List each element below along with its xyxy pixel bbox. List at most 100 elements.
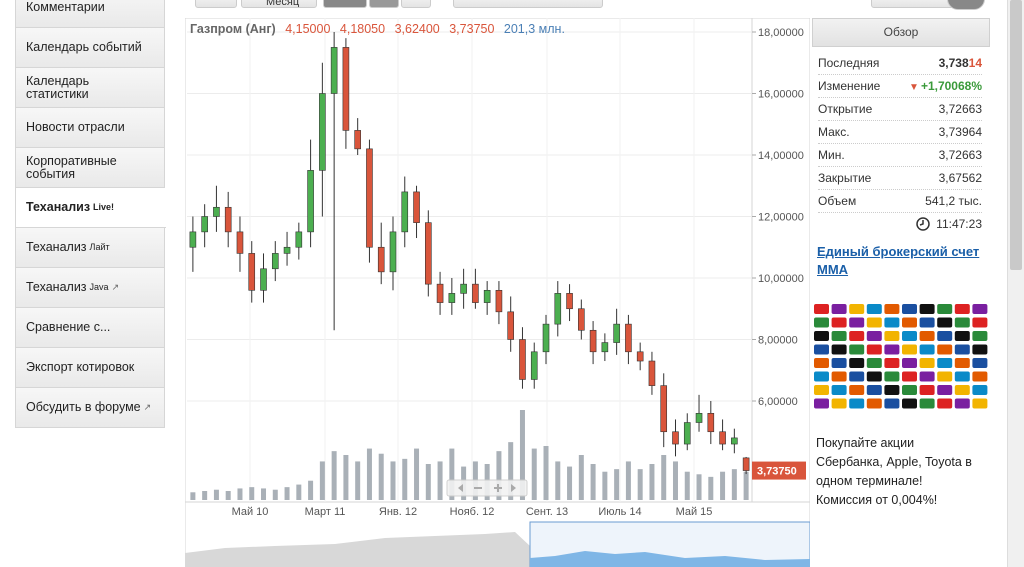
logo-tile — [902, 331, 917, 341]
overview-row: Закрытие 3,67562 — [818, 167, 982, 190]
change-arrow: ▼ — [909, 82, 919, 93]
logo-tile — [972, 304, 988, 314]
promo-link[interactable]: Единый брокерский счет ММА — [817, 244, 980, 277]
time-value: 11:47:23 — [936, 217, 982, 231]
volume-bar — [531, 448, 537, 500]
candle-body — [707, 412, 715, 433]
logo-tile — [814, 398, 829, 409]
volume-bar — [649, 464, 655, 500]
menu-item[interactable]: Теханализ Java ↗ — [15, 268, 165, 308]
logo-tile — [919, 331, 935, 341]
menu-label: Комментарии — [26, 0, 105, 14]
candle-body — [507, 311, 514, 340]
candle-body — [495, 289, 503, 313]
row-value-wrap: 3,73964 — [939, 121, 982, 143]
menu-item[interactable]: Календарь событий — [15, 28, 165, 68]
x-tick-label: Май 15 — [676, 506, 713, 518]
navigator-window-area — [530, 551, 810, 567]
menu-badge: Live! — [93, 202, 115, 212]
overview-row: Объем 541,2 тыс. — [818, 190, 982, 213]
menu-label: Теханализ — [26, 280, 87, 294]
candle-body — [271, 253, 279, 270]
toolbar-button[interactable] — [369, 0, 399, 8]
candle-body — [589, 329, 597, 353]
logo-tile — [814, 385, 829, 395]
logo-tile — [849, 371, 865, 382]
menu-item[interactable]: Комментарии — [15, 0, 165, 28]
volume-bar — [319, 461, 325, 500]
logo-tile — [814, 304, 829, 314]
overview-row: Открытие 3,72663 — [818, 98, 982, 121]
candle-body — [530, 351, 538, 380]
row-value: +1,70068% — [920, 79, 982, 93]
row-value: 541,2 тыс. — [925, 194, 982, 208]
menu-badge: Лайт — [89, 242, 110, 252]
toolbar-button[interactable] — [947, 0, 985, 10]
row-label: Последняя — [818, 56, 880, 70]
candle-body — [354, 130, 361, 150]
toolbar-button[interactable] — [323, 0, 367, 8]
side-menu: Комментарии Календарь событий Календарь ст… — [15, 0, 166, 428]
logo-tile — [919, 317, 935, 328]
menu-item[interactable]: Обсудить в форуме ↗ — [15, 388, 165, 428]
row-value-wrap: 3,73814 — [939, 52, 982, 74]
logo-tile — [849, 304, 865, 314]
logo-tile — [831, 371, 847, 382]
volume-bar — [519, 410, 525, 500]
menu-item[interactable]: Новости отрасли — [15, 108, 165, 148]
logo-tile — [866, 398, 882, 409]
volume-bar — [508, 442, 514, 500]
volume-bar — [249, 487, 255, 500]
volume-bar — [578, 455, 584, 500]
last-price-box — [752, 461, 806, 480]
volume-bar — [672, 461, 678, 500]
menu-item[interactable]: Теханализ Live! — [15, 188, 166, 228]
menu-item[interactable]: Экспорт котировок — [15, 348, 165, 388]
overview-row: Изменение ▼ +1,70068% — [818, 75, 982, 98]
volume-bar — [425, 464, 431, 500]
close-value: 3,73750 — [449, 22, 495, 36]
zoom-out[interactable] — [474, 487, 482, 489]
volume-bar — [625, 461, 631, 500]
candle-body — [554, 293, 562, 325]
x-tick-label: Сент. 13 — [526, 506, 568, 518]
logo-tile — [814, 344, 829, 355]
menu-label: Обсудить в форуме — [26, 400, 141, 414]
toolbar-button[interactable] — [195, 0, 237, 8]
candle-body — [377, 246, 385, 273]
menu-item[interactable]: Сравнение с... — [15, 308, 165, 348]
volume-bar — [225, 491, 231, 500]
y-tick-label: 6,00000 — [758, 396, 798, 408]
logo-tile — [814, 371, 829, 382]
volume-bar — [543, 446, 549, 500]
menu-item[interactable]: Теханализ Лайт — [15, 228, 165, 268]
volume-bar — [202, 491, 208, 500]
volume-bar — [284, 487, 290, 500]
menu-badge: Java — [89, 282, 109, 292]
volume-bar — [390, 461, 396, 500]
toolbar-button[interactable] — [453, 0, 603, 8]
logo-tile — [972, 331, 988, 341]
zoom-in[interactable] — [494, 484, 502, 492]
volume-bar — [355, 461, 361, 500]
menu-item[interactable]: Корпоративные события — [15, 148, 165, 188]
promo-text: Покупайте акции Сбербанка, Apple, Toyota… — [816, 436, 972, 507]
volume-bar — [308, 480, 314, 500]
candle-body — [542, 323, 550, 353]
scroll-left[interactable] — [458, 484, 463, 492]
overview-row: Последняя 3,73814 — [818, 52, 982, 75]
volume-bar — [366, 448, 372, 500]
toolbar-button[interactable] — [401, 0, 431, 8]
scrollbar[interactable] — [1007, 0, 1024, 567]
row-value-tail: 14 — [968, 56, 982, 70]
row-label: Закрытие — [818, 171, 872, 185]
x-tick-label: Нояб. 12 — [450, 506, 495, 518]
scrollbar-thumb[interactable] — [1010, 0, 1022, 270]
scroll-right[interactable] — [511, 484, 516, 492]
menu-item[interactable]: Календарь статистики — [15, 68, 165, 108]
volume-bar — [743, 471, 749, 500]
period-button[interactable]: Месяц — [241, 0, 317, 8]
chart: 6,00000 8,00000 10,00000 12,00000 14,00000 16… — [185, 18, 810, 567]
logos-banner[interactable] — [812, 302, 992, 414]
y-tick-label: 12,00000 — [758, 212, 804, 224]
